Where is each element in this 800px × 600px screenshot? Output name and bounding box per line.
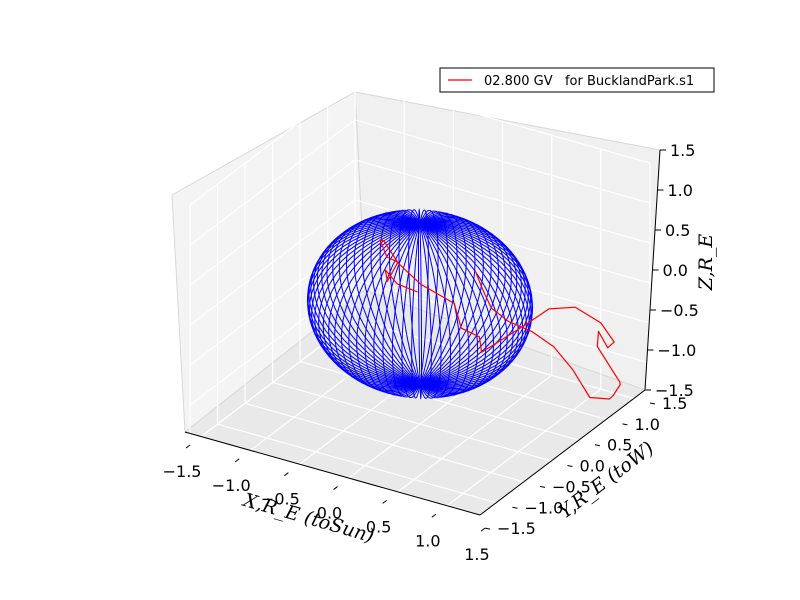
y-tick-mark [594, 444, 601, 447]
y-tick-mark [512, 506, 518, 509]
y-tick-label: −0.5 [552, 477, 591, 496]
x-tick-label: −1.0 [212, 476, 251, 495]
sphere-wireframe [306, 208, 534, 400]
grid-line [354, 319, 651, 404]
y-axis-line [479, 389, 646, 516]
z-tick-label: −1.5 [655, 381, 694, 400]
x-tick-label: −0.5 [261, 490, 300, 509]
grid-line [354, 119, 651, 204]
x-tick-label: 1.5 [464, 545, 489, 564]
x-axis-label: X,R_E (toSun) [239, 489, 376, 548]
z-tick-label: −0.5 [660, 301, 699, 320]
z-tick-label: −1.0 [658, 341, 697, 360]
x-tick-mark [382, 499, 387, 504]
grid-lines [189, 79, 651, 529]
x-tick-label: 1.0 [415, 531, 440, 550]
x-axis-ticks: −1.5 −1.0 −0.5 0.0 0.5 1.0 1.5 [163, 444, 490, 564]
y-tick-label: 0.5 [607, 436, 632, 455]
trajectory-line [379, 239, 621, 400]
x-tick-mark [480, 527, 486, 532]
y-tick-mark [622, 423, 628, 426]
z-axis-ticks: −1.5 −1.0 −0.5 0.0 0.5 1.0 1.5 [645, 141, 699, 400]
x-tick-label: −1.5 [163, 462, 202, 481]
z-tick-label: 1.0 [668, 181, 693, 200]
x-tick-mark [333, 486, 338, 490]
y-tick-label: 0.0 [579, 457, 604, 476]
trajectory-group [379, 239, 621, 400]
y-axis-ticks: −1.5 −1.0 −0.50.00.51.01.5 [484, 394, 687, 538]
z-axis-label: Z,R_E [695, 234, 717, 292]
legend-label: 02.800 GV for BucklandPark.s1 [484, 74, 694, 89]
z-tick-label: 1.5 [670, 141, 695, 160]
y-tick-mark [649, 402, 656, 405]
x-tick-mark [185, 444, 191, 449]
legend: 02.800 GV for BucklandPark.s1 [439, 67, 715, 93]
y-tick-mark [567, 465, 573, 468]
x-tick-mark [284, 472, 289, 477]
legend-box [439, 67, 715, 93]
x-tick-label: 0.5 [366, 517, 391, 536]
y-tick-label: −1.0 [524, 498, 563, 517]
z-tick-label: 0.0 [663, 261, 688, 280]
grid-line [189, 79, 356, 206]
y-tick-mark [539, 485, 546, 488]
x-tick-mark [431, 513, 437, 518]
x-axis-line [184, 431, 481, 516]
sphere-meridian [326, 217, 514, 391]
grid-line [354, 79, 651, 164]
y-tick-label: 1.5 [662, 394, 687, 413]
x-tick-mark [234, 458, 240, 463]
grid-line [189, 119, 356, 246]
y-tick-label: 1.0 [634, 415, 659, 434]
y-tick-label: −1.5 [497, 519, 536, 538]
y-tick-mark [484, 527, 491, 530]
z-tick-label: 0.5 [665, 221, 690, 240]
x-tick-label: 0.0 [317, 504, 342, 523]
